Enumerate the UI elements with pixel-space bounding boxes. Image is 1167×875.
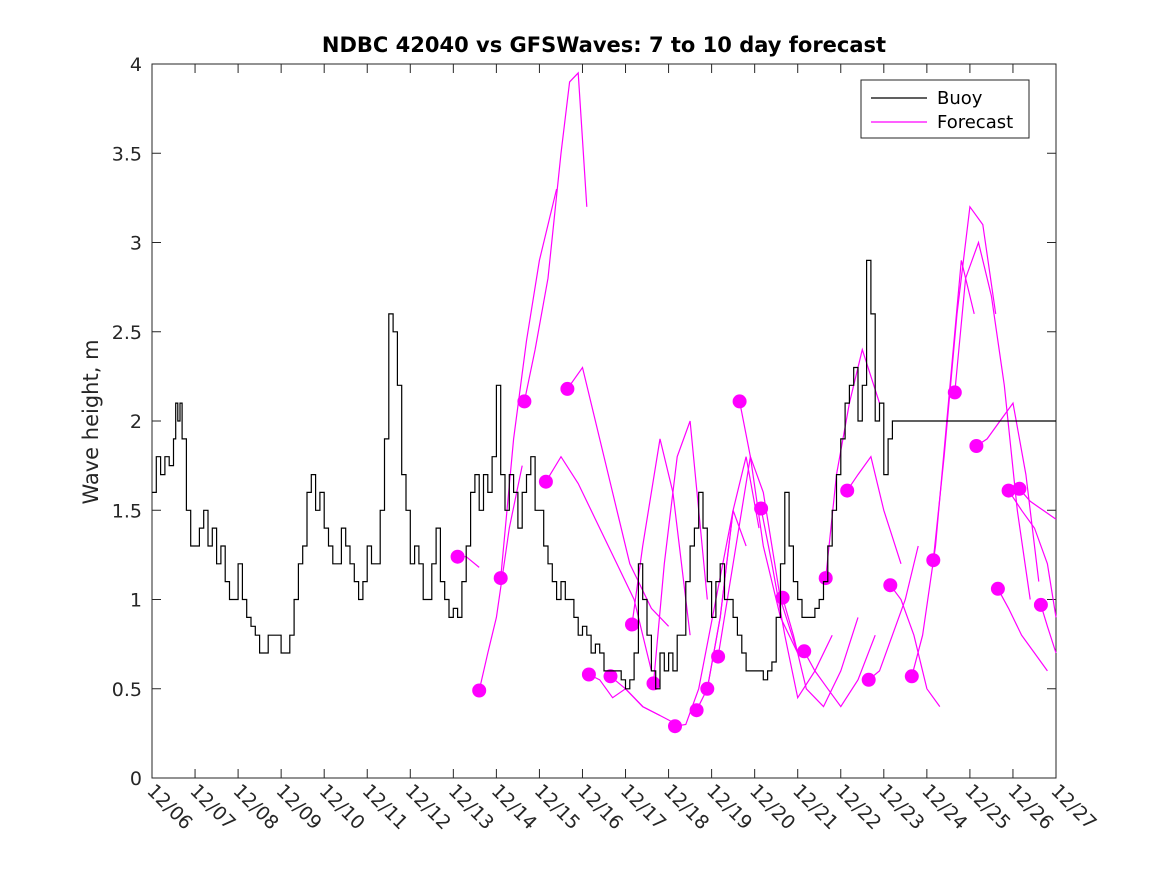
x-tick-label: 12/10 [315, 780, 369, 834]
forecast-start-marker [581, 667, 596, 682]
x-tick-label: 12/13 [444, 780, 498, 834]
legend-label: Buoy [937, 88, 983, 109]
forecast-start-marker [732, 394, 747, 409]
x-tick-label: 12/20 [745, 780, 799, 834]
forecast-start-marker [700, 681, 715, 696]
x-tick-label: 12/18 [659, 780, 713, 834]
forecast-line [1008, 490, 1057, 618]
forecast-line [545, 455, 652, 672]
forecast-start-marker [969, 439, 984, 453]
forecast-start-marker [818, 571, 833, 586]
forecast-line [706, 456, 760, 689]
forecast-start-marker [861, 672, 876, 687]
x-tick-label: 12/27 [1046, 780, 1100, 834]
forecast-start-marker [840, 483, 855, 498]
plot-area: 00.511.522.533.5412/0612/0712/0812/0912/… [112, 54, 1101, 834]
forecast-start-marker [493, 571, 508, 586]
x-tick-label: 12/07 [186, 780, 240, 834]
x-tick-label: 12/21 [788, 780, 842, 834]
y-tick-label: 1 [130, 590, 142, 612]
forecast-start-marker [603, 669, 618, 684]
forecast-line [782, 597, 859, 708]
forecast-start-marker [450, 549, 465, 564]
y-tick-label: 2.5 [112, 322, 142, 344]
x-tick-label: 12/11 [358, 780, 412, 834]
forecast-line [932, 205, 997, 561]
forecast-start-marker [538, 474, 553, 489]
forecast-line [478, 465, 523, 691]
x-tick-label: 12/06 [142, 780, 196, 834]
forecast-line [997, 588, 1048, 672]
forecast-start-marker [646, 676, 661, 691]
forecast-start-marker [990, 581, 1005, 596]
forecast-start-marker [711, 649, 726, 664]
forecast-start-marker [926, 553, 941, 568]
forecast-line [631, 438, 691, 636]
forecast-start-marker [517, 394, 532, 409]
forecast-line [652, 420, 708, 684]
forecast-line [803, 634, 876, 708]
forecast-line [610, 675, 678, 726]
forecast-line [954, 240, 1031, 600]
forecast-line [868, 545, 919, 681]
forecast-start-marker [883, 578, 898, 593]
forecast-start-marker [775, 590, 790, 605]
forecast-line [825, 347, 881, 579]
forecast-start-marker [668, 719, 682, 734]
forecast-start-marker [472, 683, 487, 698]
forecast-line [846, 455, 902, 564]
forecast-line [1018, 488, 1057, 520]
legend-box [860, 79, 1030, 139]
forecast-start-marker [754, 501, 769, 516]
legend-label: Forecast [937, 112, 1013, 133]
forecast-start-marker [1033, 597, 1048, 612]
forecast-line [760, 508, 833, 700]
forecast-line [566, 366, 670, 627]
x-tick-label: 12/25 [960, 780, 1014, 834]
forecast-line [976, 401, 1040, 582]
x-tick-label: 12/24 [917, 780, 971, 834]
y-axis-label: Wave height, m [79, 339, 103, 504]
x-tick-label: 12/12 [401, 780, 455, 834]
y-tick-label: 3 [130, 233, 142, 255]
legend: Buoy Forecast [860, 79, 1030, 139]
buoy-line [152, 259, 1056, 690]
forecast-line [1040, 604, 1057, 654]
forecast-start-marker [947, 385, 962, 400]
x-tick-label: 12/08 [229, 780, 283, 834]
y-tick-label: 1.5 [112, 500, 142, 522]
chart-title: NDBC 42040 vs GFSWaves: 7 to 10 day fore… [322, 33, 886, 57]
x-tick-label: 12/22 [831, 780, 885, 834]
forecast-line [523, 71, 588, 402]
x-tick-label: 12/16 [573, 780, 627, 834]
forecast-start-marker [797, 644, 812, 659]
x-tick-label: 12/17 [616, 780, 670, 834]
x-tick-label: 12/14 [487, 780, 541, 834]
x-tick-label: 12/19 [702, 780, 756, 834]
forecast-start-marker [1012, 481, 1027, 496]
x-tick-label: 12/15 [530, 780, 584, 834]
x-tick-label: 12/09 [272, 780, 326, 834]
forecast-start-marker [625, 617, 639, 632]
forecast-line [739, 401, 799, 654]
forecast-start-marker [1001, 483, 1016, 498]
forecast-start-marker [904, 669, 919, 684]
forecast-start-marker [560, 381, 575, 396]
y-tick-label: 3.5 [112, 143, 142, 165]
y-tick-label: 4 [130, 54, 142, 76]
forecast-start-marker [689, 703, 704, 718]
forecast-line [889, 584, 941, 707]
y-tick-label: 0 [130, 768, 142, 790]
forecast-line [717, 454, 799, 657]
x-tick-label: 12/23 [874, 780, 928, 834]
forecast-line [674, 510, 734, 727]
y-tick-label: 2 [130, 411, 142, 433]
y-tick-label: 0.5 [112, 679, 142, 701]
x-tick-label: 12/26 [1003, 780, 1057, 834]
